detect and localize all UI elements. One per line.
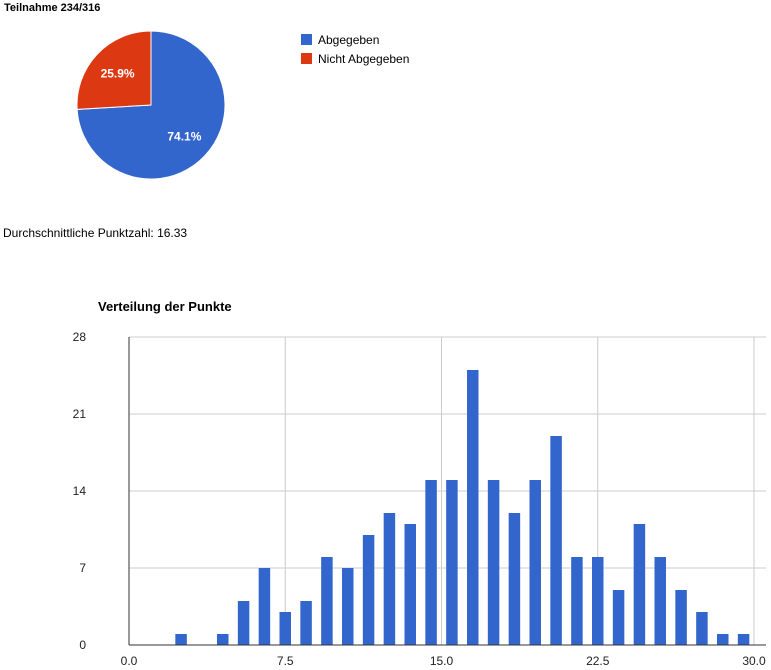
legend-swatch <box>301 53 312 64</box>
y-tick-label: 14 <box>73 484 87 498</box>
x-tick-label: 22.5 <box>586 654 610 668</box>
x-tick-label: 30.0 <box>742 654 766 668</box>
histogram-bar <box>217 634 229 645</box>
pie-slice-label-1: 74.1% <box>167 129 201 143</box>
legend-item-2: Nicht Abgegeben <box>301 49 409 68</box>
histogram-bar <box>446 480 458 645</box>
histogram-bar <box>321 557 333 645</box>
pie-chart: 74.1% 25.9% <box>76 30 226 180</box>
pie-slice-label-2: 25.9% <box>101 67 135 81</box>
histogram-bar <box>696 612 708 645</box>
histogram-bar <box>383 513 396 645</box>
average-score-text: Durchschnittliche Punktzahl: 16.33 <box>3 226 188 240</box>
histogram-bar <box>717 634 729 645</box>
histogram-bar <box>550 436 562 645</box>
pie-legend: Abgegeben Nicht Abgegeben <box>301 30 409 68</box>
pie-slice-2 <box>76 30 152 110</box>
legend-label: Nicht Abgegeben <box>318 51 410 66</box>
legend-item-1: Abgegeben <box>301 30 409 49</box>
legend-swatch <box>301 34 312 45</box>
histogram-bar <box>612 590 625 645</box>
x-tick-label: 7.5 <box>277 654 294 668</box>
histogram-bar <box>654 557 666 645</box>
histogram-bar <box>425 480 437 645</box>
histogram-bar <box>529 480 541 645</box>
histogram-bar <box>508 513 521 645</box>
histogram-bar <box>675 590 687 645</box>
x-tick-label: 15.0 <box>430 654 454 668</box>
histogram-bar <box>258 568 271 645</box>
histogram-bar <box>237 601 250 645</box>
histogram-bar <box>467 370 479 645</box>
x-tick-label: 0.0 <box>121 654 138 668</box>
histogram-bar <box>633 524 646 645</box>
histogram-title: Verteilung der Punkte <box>98 299 232 314</box>
histogram-bar <box>362 535 375 645</box>
pie-chart-title: Teilnahme 234/316 <box>4 2 101 14</box>
histogram-bar <box>300 601 312 645</box>
histogram-bar <box>592 557 604 645</box>
histogram-bar <box>404 524 416 645</box>
y-tick-label: 21 <box>73 407 87 421</box>
y-tick-label: 7 <box>79 561 86 575</box>
y-tick-label: 28 <box>73 330 87 344</box>
histogram-bar <box>175 634 187 645</box>
histogram-bar <box>487 480 500 645</box>
histogram-bar <box>342 568 354 645</box>
legend-label: Abgegeben <box>318 32 380 47</box>
histogram-bar <box>279 612 291 645</box>
histogram-bar <box>571 557 583 645</box>
y-tick-label: 0 <box>79 638 86 652</box>
histogram-bar <box>737 634 750 645</box>
